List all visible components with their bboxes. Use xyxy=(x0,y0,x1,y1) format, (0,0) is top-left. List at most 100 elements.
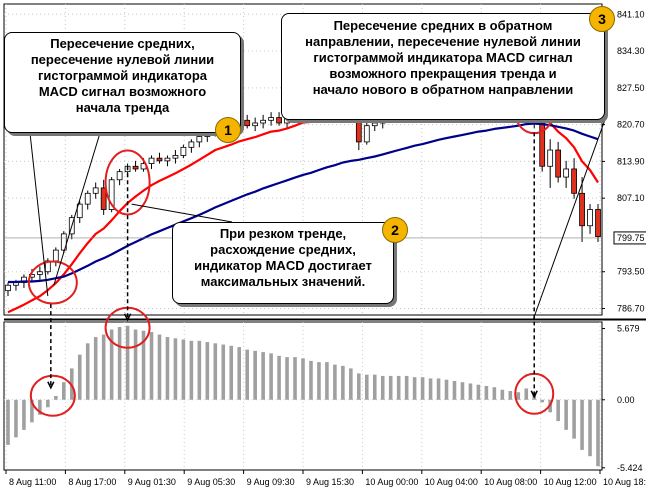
candle-body xyxy=(276,117,282,124)
macd-axis-tick-label: -5.424 xyxy=(617,463,643,473)
badge-2: 2 xyxy=(382,217,408,243)
candle-body xyxy=(563,168,569,178)
macd-bar xyxy=(476,384,481,400)
price-axis-tick-label: 813.90 xyxy=(617,156,645,166)
current-price-label: 799.75 xyxy=(617,233,645,243)
time-axis-label: 9 Aug 09:30 xyxy=(247,477,295,487)
candle-body xyxy=(371,122,378,127)
macd-bar xyxy=(380,375,385,400)
macd-bar xyxy=(22,399,26,430)
callout-3-line: Пересечение средних в обратном xyxy=(333,18,553,33)
slow-moving-average-line xyxy=(8,122,599,284)
candle-body xyxy=(587,209,593,227)
candle-body xyxy=(108,179,115,210)
macd-bar xyxy=(181,339,186,400)
callout-1: Пересечение средних, пересечение нулевой… xyxy=(4,32,241,133)
macd-bar xyxy=(141,330,146,400)
dashed-link-arrow xyxy=(123,313,132,322)
candle-body xyxy=(244,119,251,127)
candle-body xyxy=(547,149,554,167)
callout-1-line: MACD сигнал возможного xyxy=(38,84,207,99)
macd-bar xyxy=(420,377,425,400)
macd-histogram xyxy=(6,325,600,467)
macd-axis-tick-label: 5.679 xyxy=(617,324,640,334)
signal-markers xyxy=(27,90,555,417)
signal-circle-price-divergence xyxy=(104,149,151,216)
price-axis-tick-label: 807.10 xyxy=(617,193,645,203)
macd-bar xyxy=(428,378,433,400)
macd-bar xyxy=(165,337,170,400)
callout-2: При резком тренде, расхождение средних, … xyxy=(172,222,394,304)
macd-bar xyxy=(205,342,210,400)
time-axis-label: 8 Aug 17:00 xyxy=(68,477,116,487)
macd-bar xyxy=(404,375,409,400)
macd-bar xyxy=(157,334,162,400)
macd-bar xyxy=(46,399,50,408)
time-axis-label: 10 Aug 18:00 xyxy=(603,477,646,487)
macd-bar xyxy=(372,374,377,400)
macd-bar xyxy=(261,352,265,400)
macd-bar xyxy=(309,360,313,400)
macd-bar xyxy=(93,337,98,400)
macd-bar xyxy=(117,327,122,400)
macd-bar xyxy=(269,353,273,400)
macd-bar xyxy=(133,329,138,400)
candle-body xyxy=(116,171,123,181)
price-axis-tick-label: 820.70 xyxy=(617,120,645,130)
candle-body xyxy=(571,168,577,194)
macd-bar xyxy=(14,399,18,438)
macd-bar xyxy=(388,375,393,400)
macd-bar xyxy=(349,368,353,400)
macd-bar xyxy=(197,340,202,400)
macd-bar xyxy=(357,373,361,400)
callout-3-line: начало нового в обратном направлении xyxy=(312,82,574,97)
macd-bar xyxy=(468,383,473,400)
candle-body xyxy=(196,136,203,143)
macd-bar xyxy=(85,343,90,400)
callout-1-line: пересечение нулевой линии xyxy=(30,52,215,67)
macd-bar xyxy=(396,375,401,400)
macd-bar xyxy=(460,382,465,400)
macd-bar xyxy=(508,390,513,400)
candle-body xyxy=(132,165,139,170)
time-axis-label: 10 Aug 04:00 xyxy=(425,477,478,487)
candle-body xyxy=(84,192,91,205)
callout-1-line: Пересечение средних, xyxy=(50,36,195,51)
macd-bar xyxy=(109,329,114,400)
macd-bar xyxy=(77,354,82,400)
macd-bar xyxy=(572,399,576,439)
candle-body xyxy=(595,209,601,237)
macd-bar xyxy=(125,325,130,400)
candle-body xyxy=(37,271,43,275)
macd-bar xyxy=(556,399,560,422)
candle-body xyxy=(164,157,171,162)
candle-body xyxy=(148,157,155,164)
axes: 841.10 834.30 827.50 820.70 813.90 807.10 793.… xyxy=(4,9,646,487)
callout-pointer xyxy=(53,132,101,286)
macd-bar xyxy=(564,399,568,430)
macd-bar xyxy=(364,374,369,400)
macd-bar xyxy=(333,364,337,400)
macd-bar xyxy=(341,365,345,400)
candle-body xyxy=(363,125,370,143)
macd-bar xyxy=(253,350,257,400)
time-axis-label: 10 Aug 00:00 xyxy=(365,477,418,487)
macd-bar xyxy=(596,399,600,467)
price-axis-tick-label: 793.50 xyxy=(617,267,645,277)
badge-1: 1 xyxy=(215,117,241,143)
macd-bar xyxy=(54,396,58,400)
macd-bar xyxy=(580,399,584,450)
candle-body xyxy=(180,146,187,156)
badge-3: 3 xyxy=(589,6,615,32)
macd-bar xyxy=(412,377,417,400)
signal-circle-macd-start xyxy=(29,374,76,417)
candle-body xyxy=(5,284,11,292)
callout-pointer xyxy=(131,203,233,223)
candle-body xyxy=(156,157,163,162)
callout-1-line: гистограммой индикатора xyxy=(37,68,208,83)
time-axis-label: 8 Aug 11:00 xyxy=(9,477,56,487)
macd-bar xyxy=(149,332,154,400)
macd-bar xyxy=(540,399,544,403)
price-axis-tick-label: 834.30 xyxy=(617,46,645,56)
